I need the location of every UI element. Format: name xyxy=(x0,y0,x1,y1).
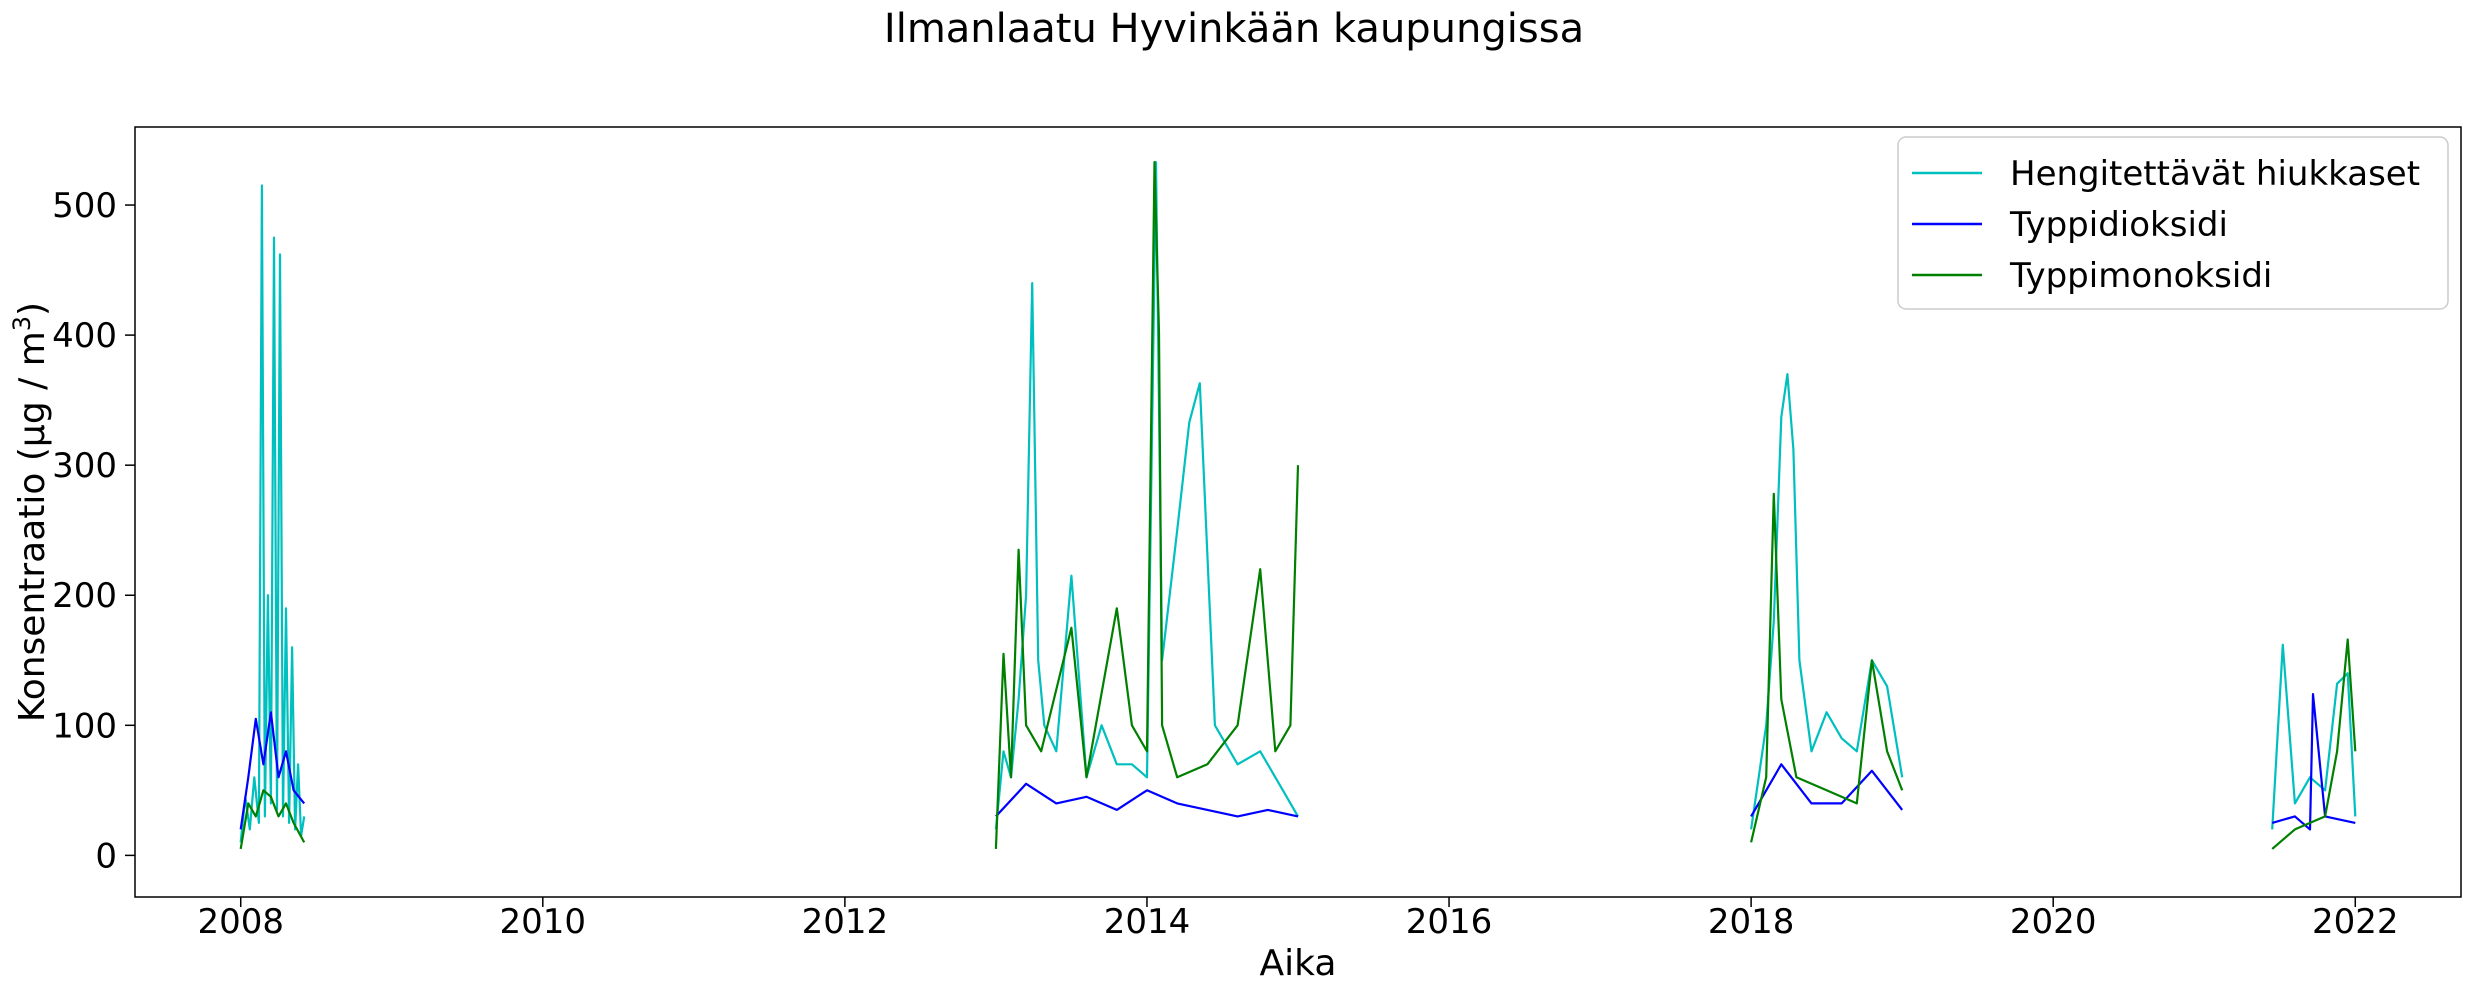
series-1-segment-2 xyxy=(994,161,1299,830)
x-axis-label: Aika xyxy=(1260,943,1337,984)
x-tick-label-2: 2010 xyxy=(500,902,587,942)
series-3-segment-2 xyxy=(994,161,1300,849)
legend: Hengitettävät hiukkaset Typpidioksidi Typp… xyxy=(1897,136,2449,310)
y-tick-label-2: 100 xyxy=(52,706,117,746)
y-tick-label-1: 0 xyxy=(95,836,117,876)
series-1-segment-4 xyxy=(2271,643,2357,830)
series-2-segment-4 xyxy=(2271,692,2356,831)
legend-box xyxy=(1897,136,2449,310)
x-axis: 2008 2010 2012 2014 2016 2018 2020 2022 xyxy=(197,897,2399,942)
y-axis-label: Konsentraatio (μg / m3) xyxy=(8,302,53,722)
y-tick-label-6: 500 xyxy=(52,186,117,226)
x-tick-label-4: 2014 xyxy=(1104,902,1191,942)
y-axis-label-superscript: 3 xyxy=(8,316,36,331)
x-tick-label-3: 2012 xyxy=(802,902,889,942)
y-axis-label-close: ) xyxy=(12,302,53,316)
y-tick-label-4: 300 xyxy=(52,446,117,486)
legend-label-2: Typpidioksidi xyxy=(2009,205,2228,245)
x-tick-label-7: 2020 xyxy=(2010,902,2097,942)
y-tick-label-3: 200 xyxy=(52,576,117,616)
series-1-segment-3 xyxy=(1750,373,1904,830)
series-1-segment-1 xyxy=(239,184,306,843)
series-2-segment-1 xyxy=(239,711,306,830)
plot-area xyxy=(239,161,2357,850)
x-tick-label-5: 2016 xyxy=(1406,902,1493,942)
series-2-segment-2 xyxy=(995,782,1299,818)
legend-label-3: Typpimonoksidi xyxy=(2009,256,2272,296)
x-tick-label-1: 2008 xyxy=(197,902,284,942)
x-tick-label-6: 2018 xyxy=(1708,902,1795,942)
y-axis-label-main: Konsentraatio (μg / m xyxy=(12,331,53,722)
y-axis: 0 100 200 300 400 500 xyxy=(52,186,135,876)
series-2-segment-3 xyxy=(1750,763,1904,817)
y-tick-label-5: 400 xyxy=(52,316,117,356)
series-3-segment-3 xyxy=(1750,492,1904,843)
chart-title: Ilmanlaatu Hyvinkään kaupungissa xyxy=(884,6,1584,52)
series-3-segment-1 xyxy=(239,789,306,850)
legend-label-1: Hengitettävät hiukkaset xyxy=(2010,154,2420,194)
series-3-segment-4 xyxy=(2271,638,2357,850)
x-tick-label-8: 2022 xyxy=(2312,902,2399,942)
plot-frame xyxy=(134,126,2462,898)
